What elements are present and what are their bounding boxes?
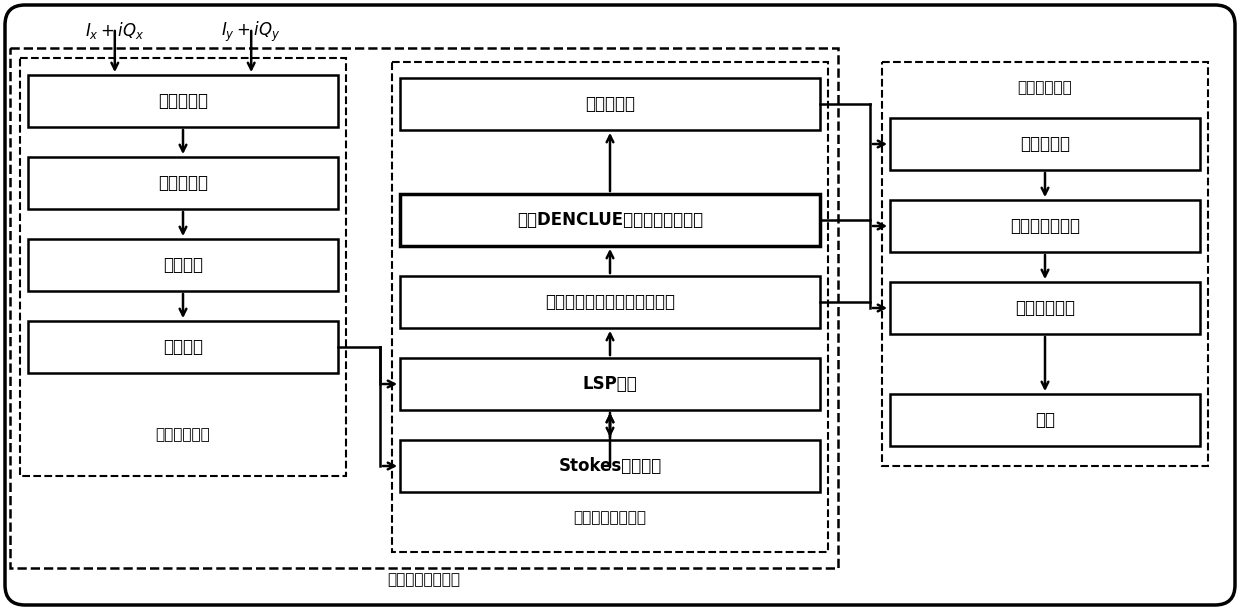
Bar (29, 157, 339, 209)
Text: 判决: 判决 (1035, 411, 1055, 429)
Bar (10, 48, 838, 568)
Text: 数字信号处理模块: 数字信号处理模块 (387, 573, 460, 587)
Text: 调制格式有关: 调制格式有关 (1018, 80, 1073, 96)
Bar (401, 194, 820, 246)
Text: Stokes空间映射: Stokes空间映射 (558, 457, 662, 475)
Bar (401, 78, 820, 130)
Bar (392, 62, 828, 552)
Text: 调制格式无关: 调制格式无关 (156, 427, 211, 443)
Text: LSP估计: LSP估计 (583, 375, 637, 393)
Text: 载波相位恢复: 载波相位恢复 (1016, 299, 1075, 317)
Bar (890, 394, 1200, 446)
Text: 基于高阶累积量算法特征提取: 基于高阶累积量算法特征提取 (546, 293, 675, 311)
Bar (29, 75, 339, 127)
Text: $I_y + iQ_y$: $I_y + iQ_y$ (222, 20, 281, 44)
Bar (401, 440, 820, 492)
Text: 调制格式识别方法: 调制格式识别方法 (573, 511, 646, 525)
Text: 自适应均衡: 自适应均衡 (1021, 135, 1070, 153)
Text: 去采样偏移: 去采样偏移 (157, 92, 208, 110)
Text: 正交性恢复: 正交性恢复 (157, 174, 208, 192)
Bar (20, 58, 346, 476)
Text: 分类器算法: 分类器算法 (585, 95, 635, 113)
Text: 基于DENCLUE聚类算法特征提取: 基于DENCLUE聚类算法特征提取 (517, 211, 703, 229)
Bar (401, 276, 820, 328)
Bar (29, 321, 339, 373)
Bar (401, 358, 820, 410)
FancyBboxPatch shape (5, 5, 1235, 605)
Bar (882, 62, 1208, 466)
Bar (890, 118, 1200, 170)
Bar (29, 239, 339, 291)
Bar (890, 282, 1200, 334)
Text: 频偏估计与补偿: 频偏估计与补偿 (1011, 217, 1080, 235)
Bar (890, 200, 1200, 252)
Text: 色散补偿: 色散补偿 (162, 256, 203, 274)
Text: 时钟恢复: 时钟恢复 (162, 338, 203, 356)
Text: $I_x + iQ_x$: $I_x + iQ_x$ (86, 20, 145, 41)
